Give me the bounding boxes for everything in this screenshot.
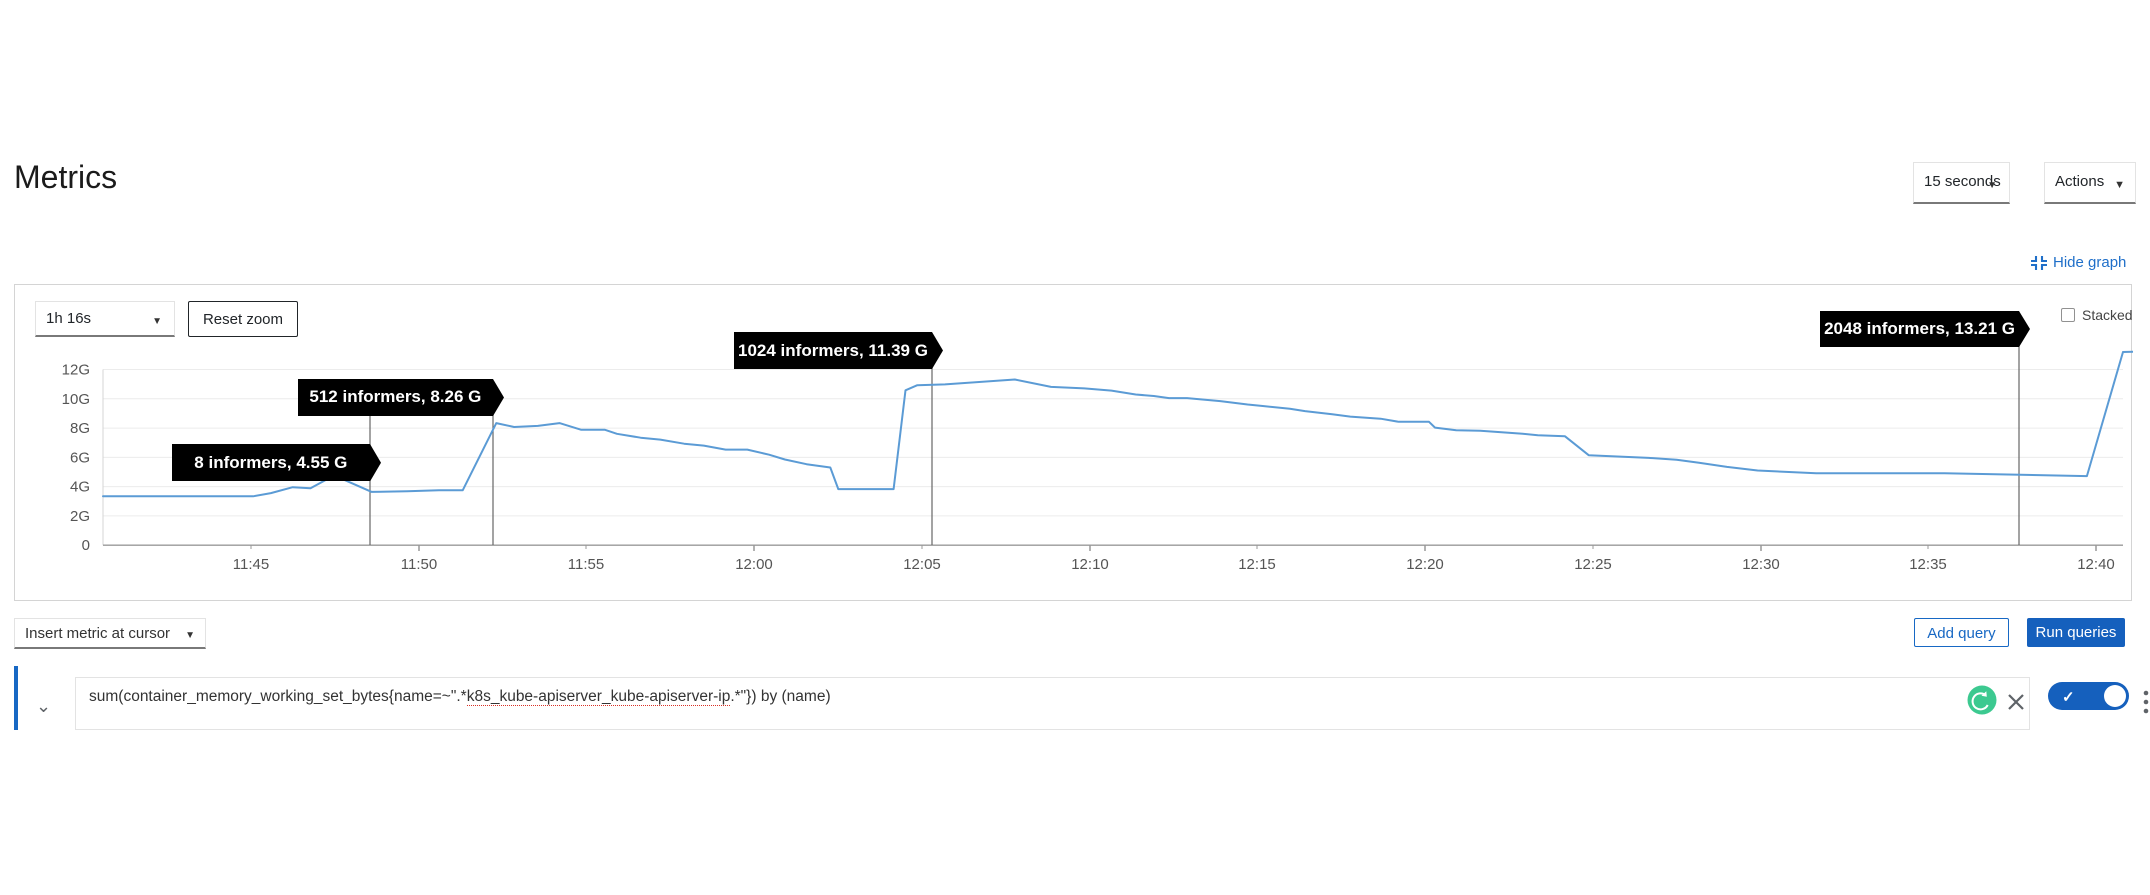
svg-text:12:10: 12:10 — [1071, 556, 1109, 573]
svg-text:6G: 6G — [70, 449, 90, 466]
svg-text:12:35: 12:35 — [1909, 556, 1947, 573]
svg-text:2G: 2G — [70, 508, 90, 525]
svg-text:4G: 4G — [70, 479, 90, 496]
svg-text:10G: 10G — [62, 391, 90, 408]
svg-text:11:50: 11:50 — [401, 556, 437, 573]
svg-text:11:45: 11:45 — [233, 556, 269, 573]
svg-text:12:15: 12:15 — [1238, 556, 1276, 573]
svg-text:12:40: 12:40 — [2077, 556, 2115, 573]
svg-text:12:20: 12:20 — [1406, 556, 1444, 573]
svg-text:11:55: 11:55 — [568, 556, 604, 573]
svg-text:12:25: 12:25 — [1574, 556, 1612, 573]
svg-text:12:00: 12:00 — [735, 556, 773, 573]
svg-text:12:05: 12:05 — [903, 556, 941, 573]
svg-text:12G: 12G — [62, 362, 90, 379]
svg-text:8G: 8G — [70, 420, 90, 437]
svg-text:0: 0 — [82, 537, 90, 554]
svg-text:12:30: 12:30 — [1742, 556, 1780, 573]
